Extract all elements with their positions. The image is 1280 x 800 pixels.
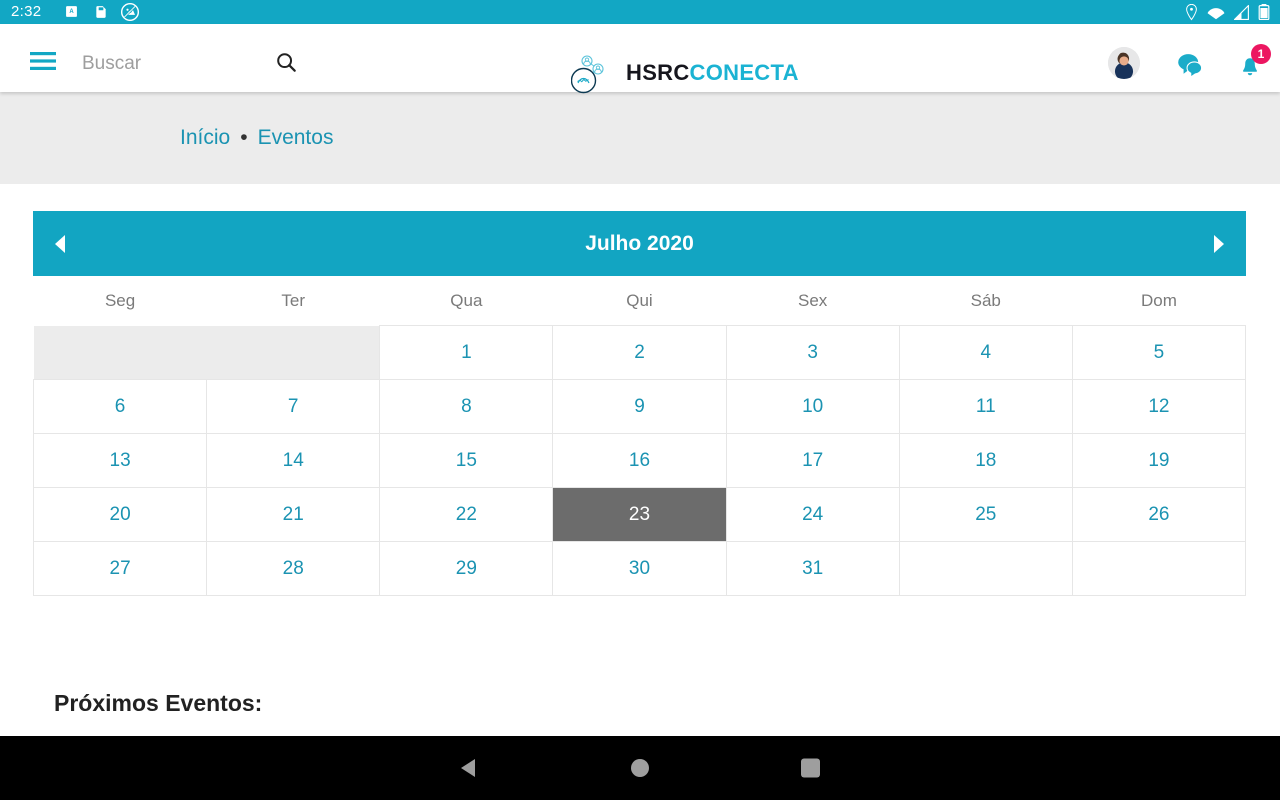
svg-text:A: A xyxy=(69,9,74,15)
